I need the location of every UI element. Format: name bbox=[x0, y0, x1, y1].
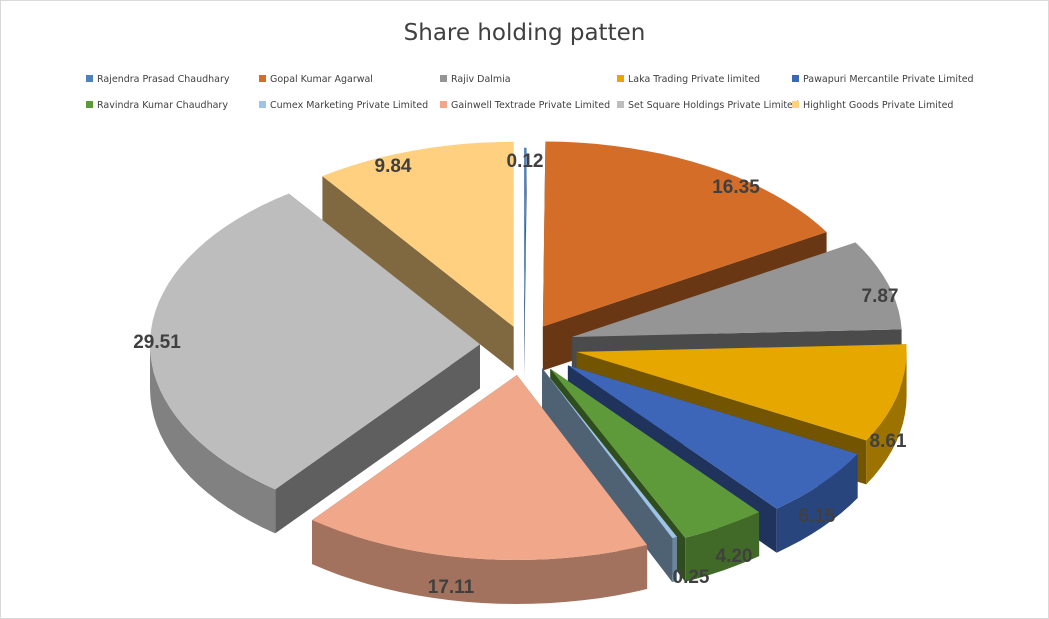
data-label: 8.61 bbox=[870, 431, 907, 452]
data-label: 16.35 bbox=[712, 177, 760, 198]
slice-top bbox=[542, 368, 677, 539]
pie-slice bbox=[322, 141, 514, 371]
legend-label: Rajendra Prasad Chaudhary bbox=[97, 74, 230, 85]
slice-side-wall bbox=[275, 344, 480, 534]
legend-swatch bbox=[259, 101, 266, 108]
slice-top bbox=[312, 375, 648, 560]
legend-label: Rajiv Dalmia bbox=[451, 74, 511, 85]
slice-top bbox=[576, 344, 907, 441]
slice-rim bbox=[672, 536, 677, 583]
slice-top bbox=[150, 193, 480, 490]
slice-top bbox=[542, 141, 827, 327]
legend-swatch bbox=[617, 75, 624, 82]
legend-item: Rajiv Dalmia bbox=[440, 74, 511, 86]
legend-item: Set Square Holdings Private Limited bbox=[617, 100, 799, 112]
legend-swatch bbox=[440, 101, 447, 108]
legend-swatch bbox=[792, 101, 799, 108]
data-label: 29.51 bbox=[133, 332, 181, 353]
slice-top bbox=[571, 242, 902, 337]
legend-swatch bbox=[86, 75, 93, 82]
pie-slice bbox=[150, 193, 480, 534]
data-label: 4.20 bbox=[716, 546, 753, 567]
slice-top bbox=[550, 368, 760, 538]
slice-top bbox=[524, 147, 527, 333]
legend-swatch bbox=[86, 101, 93, 108]
data-label: 0.12 bbox=[507, 151, 544, 172]
legend-label: Ravindra Kumar Chaudhary bbox=[97, 100, 228, 111]
legend-swatch bbox=[440, 75, 447, 82]
slice-side-wall bbox=[542, 368, 673, 583]
legend-item: Rajendra Prasad Chaudhary bbox=[86, 74, 230, 86]
data-label: 9.84 bbox=[375, 156, 412, 177]
legend-item: Gopal Kumar Agarwal bbox=[259, 74, 373, 86]
legend-label: Set Square Holdings Private Limited bbox=[628, 100, 799, 111]
legend-swatch bbox=[792, 75, 799, 82]
legend-swatch bbox=[259, 75, 266, 82]
slice-rim bbox=[685, 512, 760, 582]
slice-rim bbox=[150, 344, 276, 534]
pie-slice bbox=[524, 147, 527, 377]
slice-side-wall bbox=[322, 176, 514, 371]
legend-label: Highlight Goods Private Limited bbox=[803, 100, 954, 111]
data-label: 7.87 bbox=[862, 286, 899, 307]
slice-top bbox=[322, 141, 514, 327]
slice-rim bbox=[866, 351, 907, 485]
legend-label: Gainwell Textrade Private Limited bbox=[451, 100, 611, 111]
legend-label: Gopal Kumar Agarwal bbox=[270, 74, 373, 85]
slice-side-wall bbox=[524, 147, 527, 377]
legend-item: Highlight Goods Private Limited bbox=[792, 100, 953, 112]
pie-slice bbox=[542, 368, 677, 583]
legend-item: Pawapuri Mercantile Private Limited bbox=[792, 74, 974, 86]
legend-label: Laka Trading Private limited bbox=[628, 74, 761, 85]
data-label: 6.15 bbox=[799, 506, 836, 527]
legend-item: Cumex Marketing Private Limited bbox=[259, 100, 428, 112]
legend-label: Cumex Marketing Private Limited bbox=[270, 100, 429, 111]
legend: Rajendra Prasad Chaudhary Gopal Kumar Aga… bbox=[0, 0, 1049, 140]
data-label: 17.11 bbox=[428, 577, 475, 598]
legend-item: Gainwell Textrade Private Limited bbox=[440, 100, 610, 112]
slice-rim bbox=[776, 454, 858, 553]
pie-slice bbox=[312, 375, 648, 604]
legend-item: Ravindra Kumar Chaudhary bbox=[86, 100, 228, 112]
slice-top bbox=[567, 365, 858, 509]
legend-label: Pawapuri Mercantile Private Limited bbox=[803, 74, 974, 85]
slice-rim bbox=[312, 520, 648, 604]
chart-title: Share holding patten bbox=[403, 20, 646, 46]
data-label: 0.25 bbox=[673, 567, 710, 588]
legend-swatch bbox=[617, 101, 624, 108]
legend-item: Laka Trading Private limited bbox=[617, 74, 760, 86]
